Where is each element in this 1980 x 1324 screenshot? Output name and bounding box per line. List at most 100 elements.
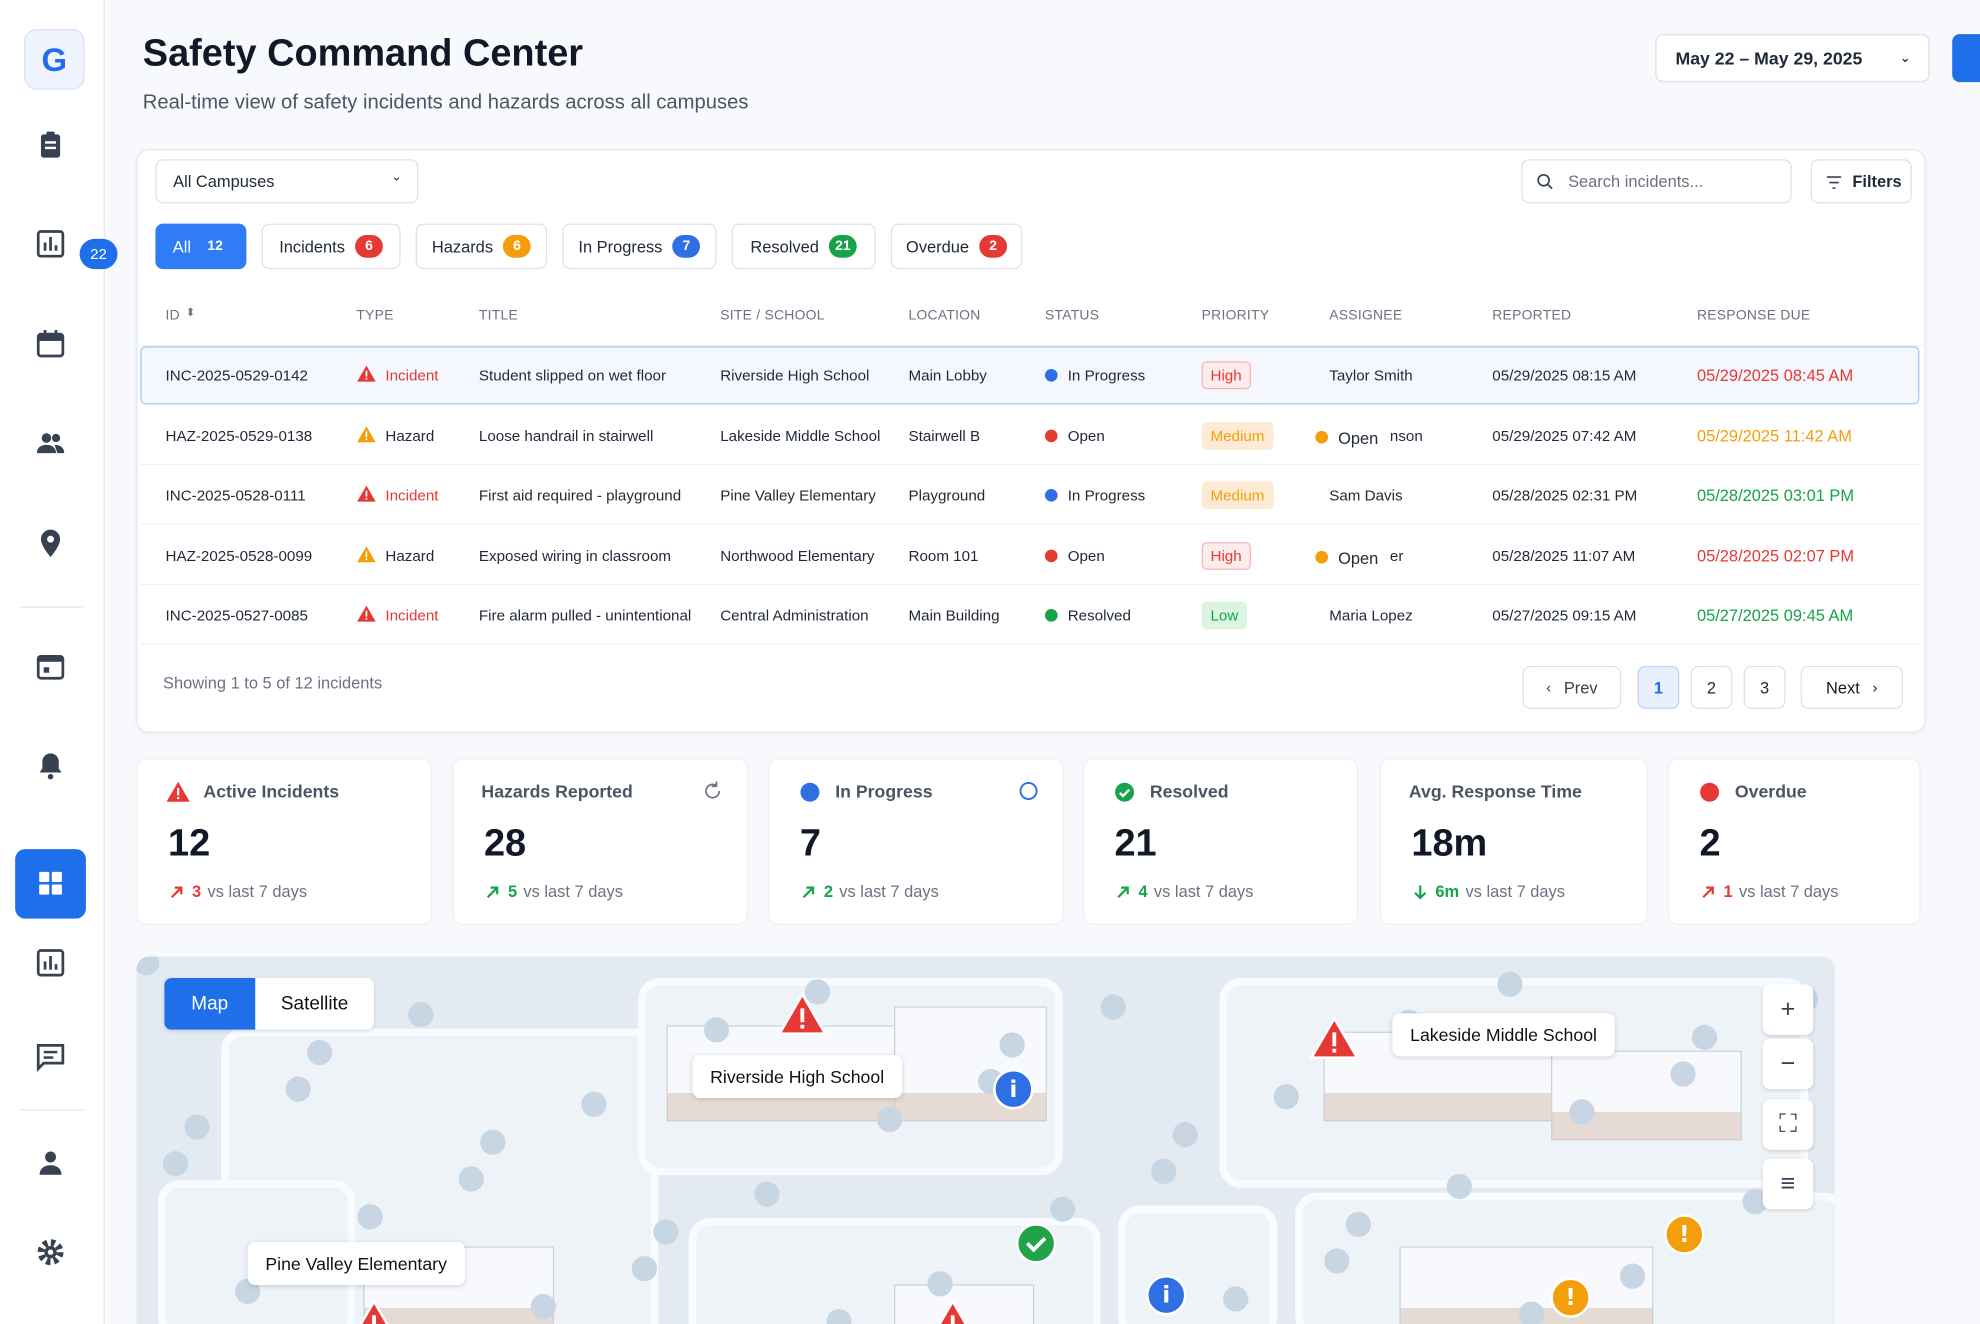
trend-arrow	[486, 885, 499, 898]
sidebar: G	[0, 0, 105, 1324]
incident-type: Incident	[385, 366, 439, 385]
assignee: Taylor Smith	[1329, 366, 1413, 385]
prev-text: Prev	[1563, 677, 1598, 697]
site: Riverside High School	[720, 366, 870, 385]
trend-arrow	[802, 885, 815, 898]
response-due: 05/28/2025 03:01 PM	[1696, 485, 1855, 505]
campus-select[interactable]: All Campuses ⌄	[155, 159, 419, 204]
incident-type: Hazard	[385, 546, 435, 565]
status-tab[interactable]: Resolved 21	[731, 223, 876, 270]
logo[interactable]: G	[24, 29, 85, 90]
kpi-card: Hazards Reported 28 5 vs last 7 days	[452, 758, 749, 925]
status-tab[interactable]: All 12	[155, 223, 247, 270]
trend-arrow	[1117, 885, 1129, 898]
trend-arrow	[1702, 885, 1714, 898]
map-label: Riverside High School	[692, 1055, 902, 1099]
priority-badge: Low	[1201, 601, 1248, 630]
kpi-label: Resolved	[1149, 780, 1229, 802]
map-control[interactable]: −	[1762, 1038, 1814, 1090]
site: Lakeside Middle School	[720, 426, 881, 445]
column-header: ID	[165, 308, 180, 324]
incident-title: Student slipped on wet floor	[478, 366, 667, 385]
primary-button[interactable]	[1952, 34, 1980, 83]
page-button[interactable]: 2	[1690, 665, 1733, 709]
assignee: nson	[1389, 426, 1423, 445]
kpi-card: In Progress 7 2 vs last 7 days	[768, 758, 1064, 925]
kpi-note: vs last 7 days	[1465, 881, 1565, 901]
nav-icon	[37, 1239, 64, 1266]
map-mode-button[interactable]: Satellite	[280, 993, 349, 1015]
incidents-card: All Campuses ⌄ Search incidents... Filters A…	[136, 149, 1926, 733]
search-box[interactable]: Search incidents...	[1521, 159, 1792, 204]
separator	[20, 606, 84, 608]
status-tab[interactable]: In Progress 7	[562, 223, 717, 270]
map-label: Pine Valley Elementary	[247, 1242, 465, 1286]
incident-type: Incident	[385, 606, 439, 625]
map-control[interactable]: +	[1762, 984, 1814, 1035]
kpi-card: Overdue 2 1 vs last 7 days	[1667, 758, 1921, 925]
map-control[interactable]: ≡	[1762, 1158, 1814, 1210]
kpi-value: 12	[168, 822, 211, 865]
kpi-note: vs last 7 days	[207, 881, 308, 901]
incident-id: INC-2025-0527-0085	[165, 606, 308, 625]
reported-time: 05/28/2025 11:07 AM	[1492, 546, 1636, 565]
svg-text:!: !	[1565, 1285, 1575, 1311]
date-range[interactable]: May 22 – May 29, 2025 ⌄	[1655, 34, 1930, 83]
table-row[interactable]	[140, 346, 1920, 405]
kpi-delta-row: 4 vs last 7 days	[1114, 882, 1253, 901]
tab-label: Hazards	[431, 236, 494, 256]
map[interactable]: i i!! Map Satellite Riverside High School Lak…	[136, 956, 1835, 1324]
nav-active[interactable]	[15, 849, 86, 919]
map-label: Lakeside Middle School	[1392, 1013, 1615, 1057]
svg-text:i: i	[1009, 1077, 1017, 1103]
location: Main Lobby	[908, 366, 987, 385]
nav-icon	[36, 230, 65, 258]
trend-arrow	[1414, 884, 1427, 899]
status-tab[interactable]: Overdue 2	[890, 223, 1023, 270]
location: Stairwell B	[908, 426, 981, 445]
incident-id: INC-2025-0528-0111	[165, 486, 306, 505]
status-tab[interactable]: Hazards 6	[415, 223, 548, 270]
prev-button[interactable]: ‹ Prev	[1522, 665, 1622, 709]
status-tab[interactable]: Incidents 6	[261, 223, 401, 270]
chevron: ›	[1872, 678, 1878, 697]
table-row[interactable]	[140, 406, 1920, 465]
location: Playground	[908, 486, 986, 505]
incident-title: Loose handrail in stairwell	[478, 426, 654, 445]
kpi-value: 2	[1699, 822, 1721, 865]
kpi-delta-row: 6m vs last 7 days	[1411, 882, 1565, 901]
kpi-delta: 6m	[1435, 881, 1460, 901]
table-row[interactable]	[140, 526, 1920, 585]
status: In Progress	[1067, 486, 1146, 505]
next-button[interactable]: Next ›	[1800, 665, 1903, 709]
site: Northwood Elementary	[720, 546, 875, 565]
kpi-icon	[1115, 782, 1135, 802]
map-control[interactable]: ⛶	[1762, 1099, 1814, 1150]
kpi-label: Avg. Response Time	[1408, 780, 1582, 802]
table-row[interactable]	[140, 586, 1920, 645]
map-mode-button[interactable]: Map	[164, 977, 256, 1030]
tab-count: 2	[979, 235, 1007, 258]
priority-badge: Medium	[1201, 481, 1274, 510]
nav-icon	[36, 329, 65, 358]
status-dot	[1044, 549, 1058, 562]
table-row[interactable]	[140, 466, 1920, 525]
column-header: SITE / SCHOOL	[720, 308, 825, 324]
reported-time: 05/28/2025 02:31 PM	[1492, 486, 1638, 505]
tab-label: In Progress	[578, 236, 663, 256]
priority-badge: Medium	[1201, 421, 1274, 450]
status: Open	[1067, 546, 1105, 565]
filter-icon	[1826, 176, 1842, 189]
nav-icon	[36, 949, 65, 977]
filters-button[interactable]: Filters	[1810, 159, 1912, 204]
incident-title: Fire alarm pulled - unintentional	[478, 606, 692, 625]
page-button[interactable]: 3	[1743, 665, 1786, 709]
response-due: 05/29/2025 11:42 AM	[1696, 425, 1852, 445]
filters-text: Filters	[1852, 171, 1902, 191]
site: Pine Valley Elementary	[720, 486, 876, 505]
status-dot	[1044, 368, 1058, 382]
page-button[interactable]: 1	[1637, 665, 1680, 709]
column-header: RESPONSE DUE	[1696, 308, 1811, 324]
kpi-delta: 1	[1723, 881, 1733, 901]
